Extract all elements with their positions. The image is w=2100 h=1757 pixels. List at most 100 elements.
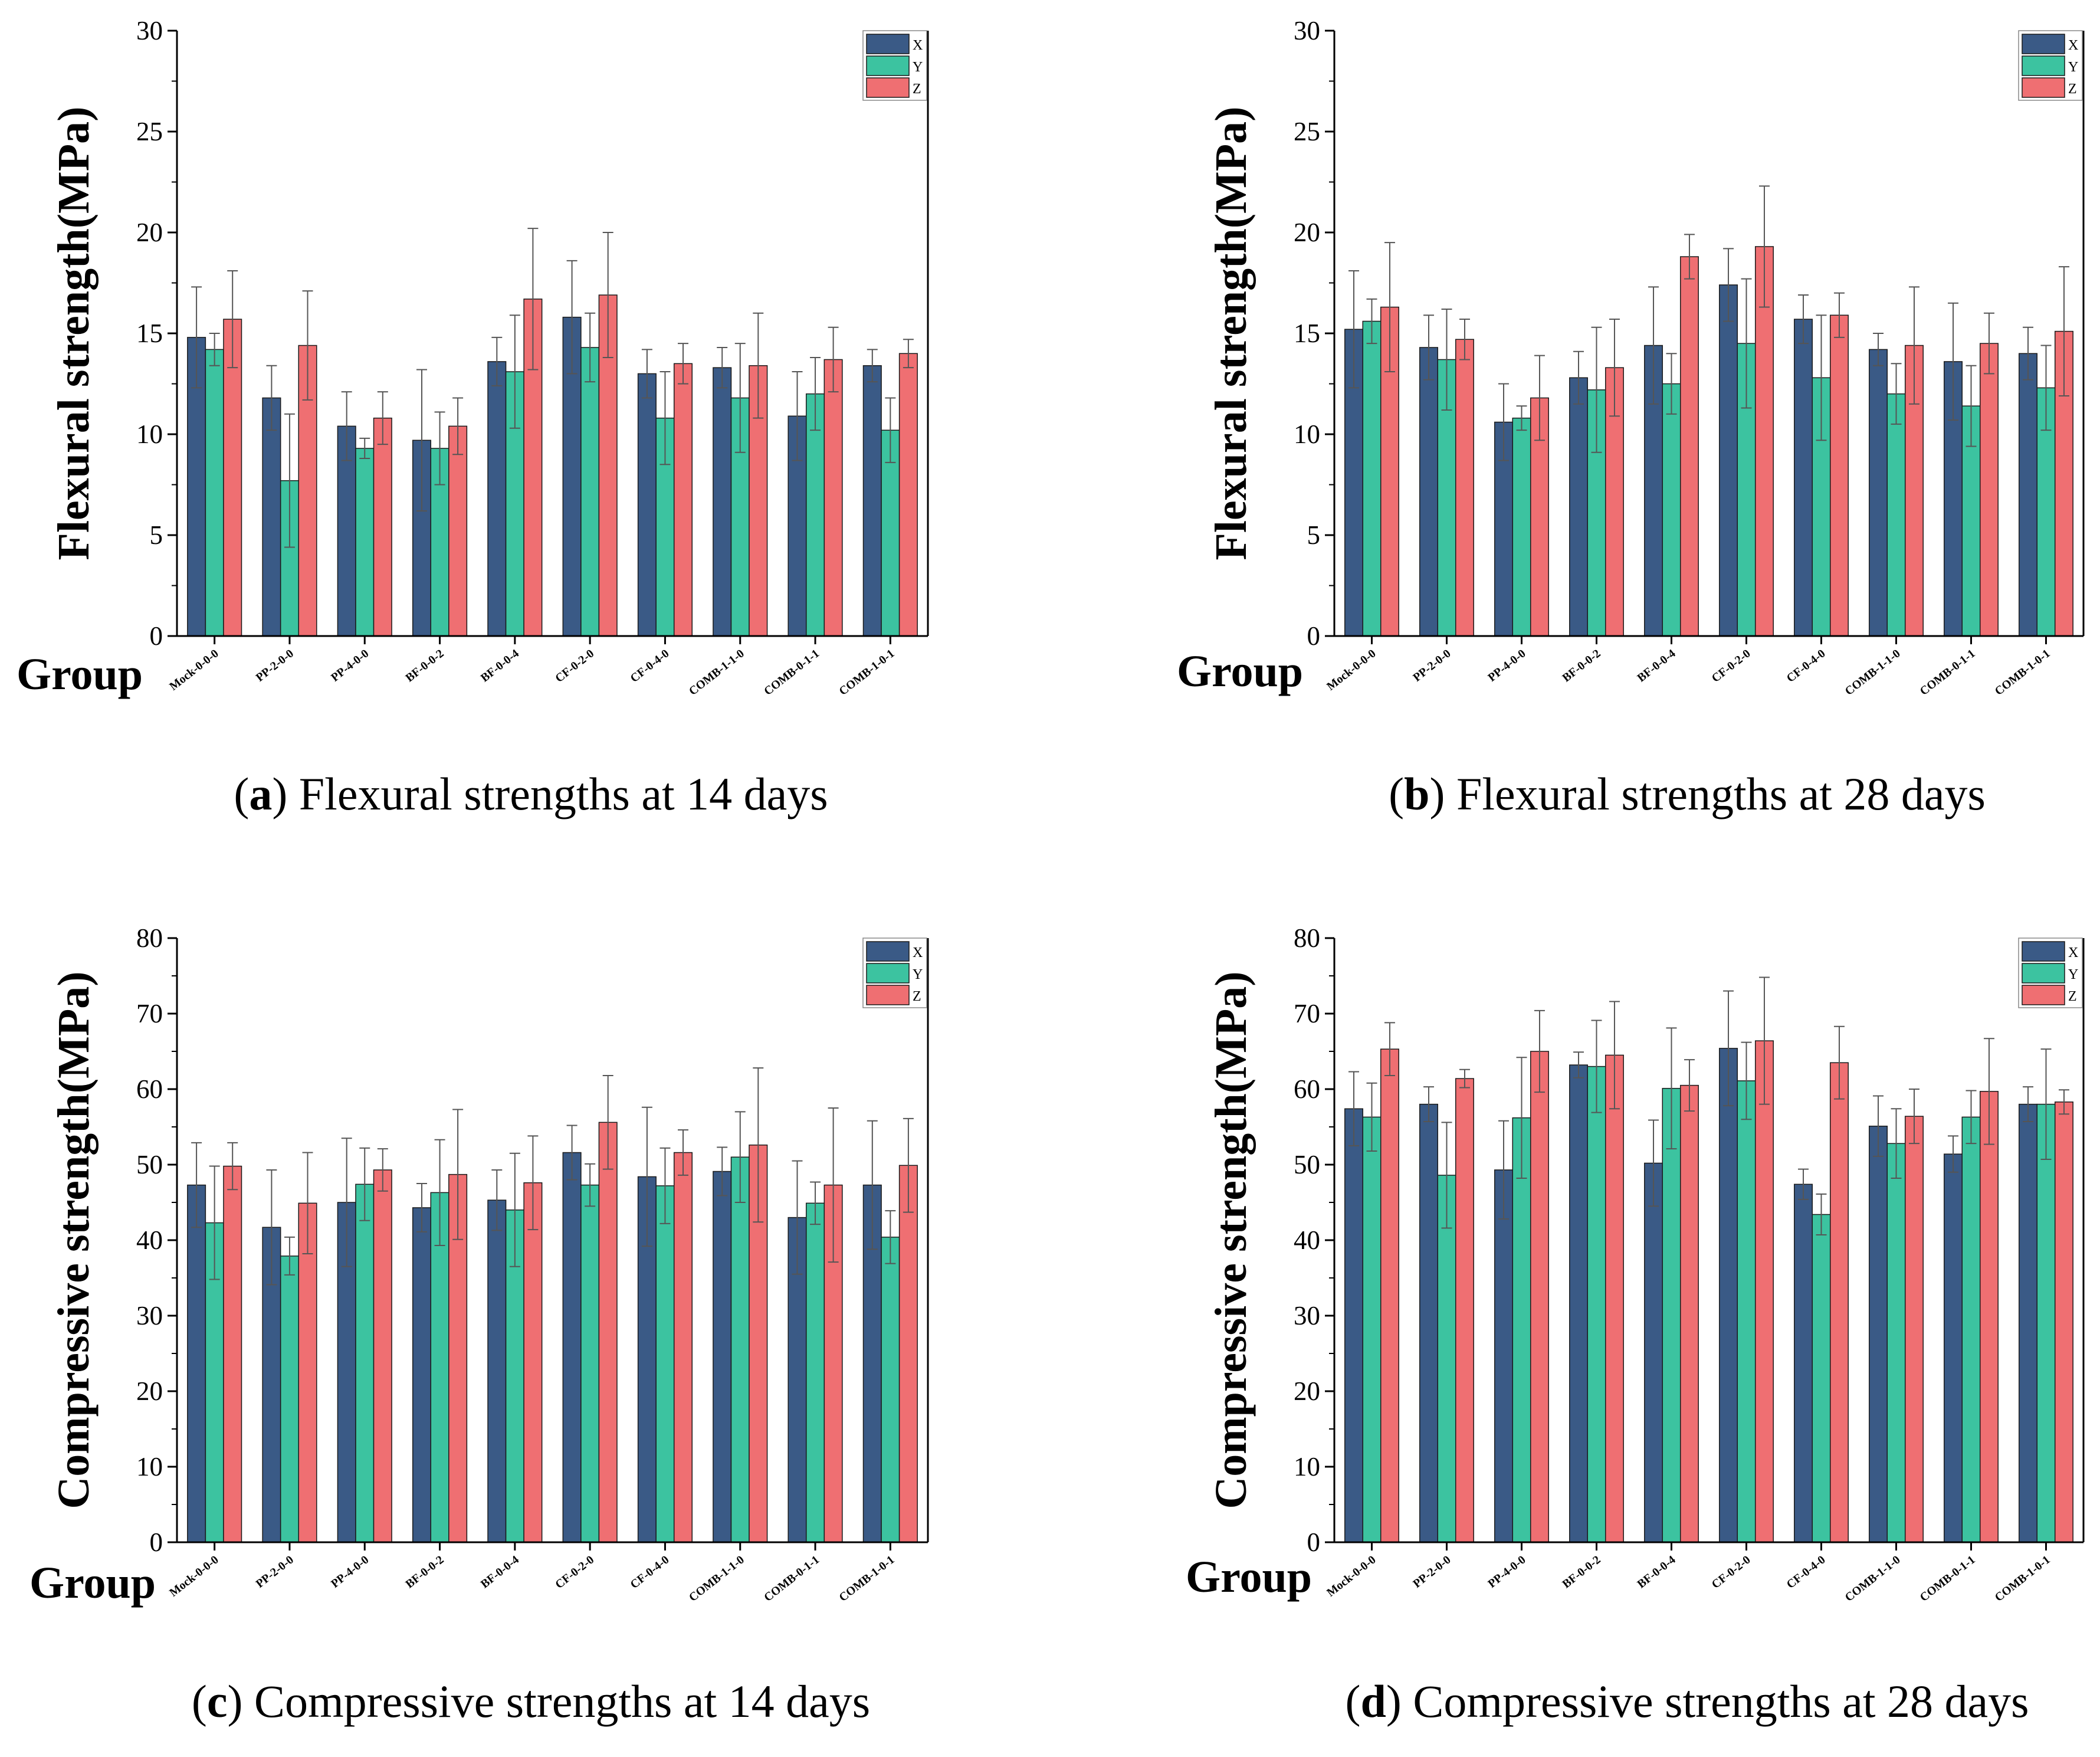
caption-open-paren: ( bbox=[1345, 1676, 1360, 1727]
bar-z-pp-4-0-0 bbox=[1530, 1051, 1549, 1543]
bar-y-comb-1-1-0 bbox=[1886, 393, 1906, 637]
bar-x-bf-0-0-4 bbox=[487, 1199, 507, 1543]
bar-x-pp-2-0-0 bbox=[1419, 1103, 1439, 1543]
x-category-label: Mock-0-0-0 bbox=[167, 647, 221, 693]
bar-x-comb-1-0-1 bbox=[2019, 353, 2038, 637]
x-category-label: COMB-1-0-1 bbox=[1993, 1553, 2053, 1604]
y-tick-label: 80 bbox=[136, 923, 163, 953]
x-category-label: CF-0-4-0 bbox=[628, 647, 672, 686]
bar-x-mock-0-0-0 bbox=[1344, 1108, 1364, 1543]
bar-x-bf-0-0-2 bbox=[1569, 1064, 1589, 1543]
legend: XYZ bbox=[862, 30, 927, 101]
x-category-label: COMB-0-1-1 bbox=[762, 647, 822, 698]
y-tick-label: 10 bbox=[136, 419, 163, 449]
caption-letter: a bbox=[249, 768, 272, 820]
x-category-label: PP-2-0-0 bbox=[254, 1553, 296, 1591]
x-category-label: BF-0-0-4 bbox=[478, 1553, 521, 1591]
bar-y-mock-0-0-0 bbox=[205, 349, 224, 637]
x-category-label: BF-0-0-4 bbox=[1635, 647, 1678, 685]
y-tick-label: 5 bbox=[1307, 520, 1321, 550]
y-tick-label: 10 bbox=[1294, 419, 1320, 449]
bar-x-cf-0-4-0 bbox=[637, 373, 657, 637]
bar-x-comb-1-0-1 bbox=[862, 365, 882, 637]
bar-y-cf-0-4-0 bbox=[1812, 1214, 1831, 1543]
x-axis-title: Group bbox=[1177, 647, 1303, 696]
caption-open-paren: ( bbox=[234, 768, 249, 820]
legend-swatch-x bbox=[2022, 34, 2065, 54]
bar-z-mock-0-0-0 bbox=[1380, 1048, 1399, 1543]
legend-label-z: Z bbox=[913, 81, 921, 97]
bar-x-comb-1-1-0 bbox=[1869, 1125, 1888, 1543]
y-tick-label: 30 bbox=[1294, 16, 1320, 45]
bar-y-cf-0-2-0 bbox=[580, 347, 600, 637]
x-category-label: COMB-1-0-1 bbox=[1993, 647, 2053, 698]
panel-caption: (a) Flexural strengths at 14 days bbox=[234, 768, 828, 820]
x-category-label: PP-4-0-0 bbox=[329, 1553, 371, 1591]
y-tick-label: 0 bbox=[1307, 621, 1321, 651]
bar-y-comb-0-1-1 bbox=[806, 1202, 825, 1543]
x-category-label: PP-4-0-0 bbox=[1485, 1553, 1528, 1591]
bar-z-bf-0-0-4 bbox=[1679, 256, 1699, 637]
x-category-label: BF-0-0-2 bbox=[1560, 647, 1603, 685]
y-tick-label: 60 bbox=[1294, 1074, 1320, 1104]
bar-x-comb-1-0-1 bbox=[2019, 1103, 2038, 1543]
bar-y-pp-4-0-0 bbox=[355, 448, 375, 637]
legend-swatch-y bbox=[866, 55, 910, 76]
x-category-label: CF-0-2-0 bbox=[553, 1553, 596, 1592]
bar-y-bf-0-0-4 bbox=[1662, 383, 1681, 637]
bar-z-cf-0-4-0 bbox=[1829, 1062, 1849, 1543]
bar-z-cf-0-4-0 bbox=[673, 1152, 693, 1543]
x-category-label: BF-0-0-2 bbox=[403, 647, 447, 685]
x-category-label: Mock-0-0-0 bbox=[1324, 647, 1378, 693]
caption-open-paren: ( bbox=[192, 1676, 207, 1727]
chart-panel-b: 0 5 10 15 20 25 30 Mock-0-0-0 PP-2-0-0 PP-4-0-0 BF… bbox=[1177, 16, 2085, 820]
y-tick-label: 30 bbox=[136, 1301, 163, 1330]
bar-z-cf-0-2-0 bbox=[598, 1122, 618, 1543]
bar-y-mock-0-0-0 bbox=[1362, 320, 1382, 637]
x-category-label: COMB-0-1-1 bbox=[1918, 1553, 1978, 1604]
bar-z-comb-1-0-1 bbox=[2054, 1102, 2073, 1543]
y-tick-label: 25 bbox=[1294, 117, 1320, 146]
y-tick-label: 15 bbox=[1294, 319, 1320, 348]
y-tick-label: 50 bbox=[136, 1150, 163, 1179]
x-category-label: COMB-0-1-1 bbox=[762, 1553, 822, 1604]
y-axis-title: Compressive strength(MPa) bbox=[1206, 971, 1256, 1509]
bar-z-bf-0-0-2 bbox=[1604, 1054, 1624, 1543]
y-tick-label: 30 bbox=[1294, 1301, 1320, 1330]
panel-caption: (b) Flexural strengths at 28 days bbox=[1389, 768, 1986, 820]
legend-swatch-x bbox=[2022, 941, 2065, 962]
caption-letter: d bbox=[1360, 1676, 1386, 1727]
bar-z-comb-0-1-1 bbox=[1979, 1091, 1999, 1543]
bar-y-pp-4-0-0 bbox=[355, 1184, 375, 1543]
bar-z-bf-0-0-2 bbox=[448, 425, 468, 637]
bar-z-cf-0-4-0 bbox=[1829, 314, 1849, 637]
legend-label-z: Z bbox=[2068, 989, 2077, 1004]
x-category-label: COMB-0-1-1 bbox=[1918, 647, 1978, 698]
legend-label-x: X bbox=[913, 38, 923, 53]
bar-y-comb-0-1-1 bbox=[806, 393, 825, 637]
legend-label-x: X bbox=[2068, 945, 2078, 961]
x-category-label: Mock-0-0-0 bbox=[167, 1553, 221, 1599]
y-tick-label: 0 bbox=[150, 1527, 163, 1557]
bar-z-bf-0-0-4 bbox=[1679, 1084, 1699, 1543]
bar-y-pp-4-0-0 bbox=[1512, 417, 1531, 637]
bar-z-pp-4-0-0 bbox=[373, 1169, 392, 1543]
bar-y-comb-1-0-1 bbox=[881, 1237, 900, 1543]
y-tick-label: 25 bbox=[136, 117, 163, 146]
y-tick-label: 0 bbox=[1307, 1527, 1321, 1557]
bar-x-mock-0-0-0 bbox=[187, 1184, 206, 1543]
legend: XYZ bbox=[862, 937, 927, 1008]
x-category-label: COMB-1-1-0 bbox=[1843, 1553, 1903, 1604]
bar-y-comb-1-0-1 bbox=[2036, 1103, 2056, 1543]
legend-label-x: X bbox=[913, 945, 923, 961]
bar-z-comb-1-1-0 bbox=[749, 365, 768, 637]
x-category-label: PP-2-0-0 bbox=[254, 647, 296, 684]
x-category-label: CF-0-4-0 bbox=[1784, 647, 1828, 686]
y-axis-title: Flexural strength(MPa) bbox=[1206, 107, 1256, 560]
legend-label-x: X bbox=[2068, 38, 2078, 53]
bar-y-bf-0-0-4 bbox=[1662, 1087, 1681, 1543]
y-tick-label: 0 bbox=[150, 621, 163, 651]
bar-x-bf-0-0-2 bbox=[412, 1207, 432, 1543]
y-tick-label: 10 bbox=[1294, 1452, 1320, 1481]
